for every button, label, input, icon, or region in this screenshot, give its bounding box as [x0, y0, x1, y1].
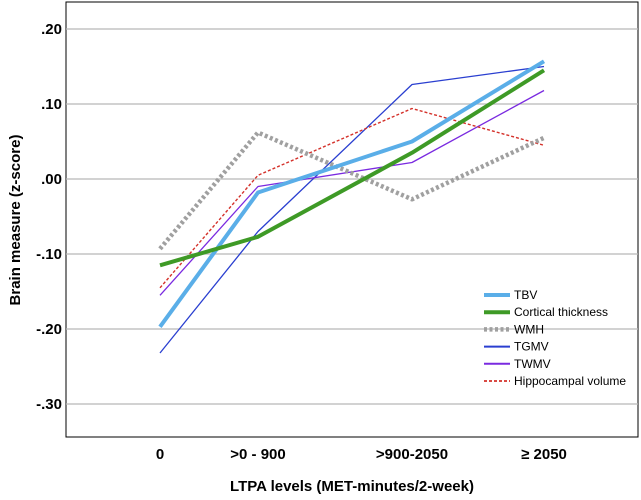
y-tick-label: -.10 [36, 246, 62, 263]
x-tick-labels: 0 >0 - 900 >900-2050 ≥ 2050 [156, 446, 567, 463]
x-tick-label: >900-2050 [376, 446, 448, 463]
legend-label: Hippocampal volume [514, 374, 626, 388]
legend-label: WMH [514, 322, 544, 336]
legend-label: TBV [514, 288, 537, 302]
plot-area [65, 1, 639, 438]
legend-label: TGMV [514, 340, 549, 354]
x-axis-title: LTPA levels (MET-minutes/2-week) [230, 478, 474, 495]
y-tick-label: .20 [41, 21, 62, 38]
y-tick-labels: .20 .10 .00 -.10 -.20 -.30 [36, 21, 62, 413]
legend-label: TWMV [514, 357, 551, 371]
series-lines [158, 59, 546, 354]
x-tick-label: 0 [156, 446, 164, 463]
y-tick-label: -.20 [36, 321, 62, 338]
series-line-tbv [158, 59, 546, 328]
y-tick-label: .10 [41, 96, 62, 113]
x-tick-label: ≥ 2050 [521, 446, 567, 463]
y-axis-title: Brain measure (z-score) [7, 135, 24, 306]
y-tick-label: -.30 [36, 396, 62, 413]
series-line-tgmv [159, 65, 545, 354]
y-tick-label: .00 [41, 171, 62, 188]
series-line-cortical-thickness [159, 68, 546, 268]
legend-label: Cortical thickness [514, 305, 608, 319]
legend: TBV Cortical thickness WMH TGMV TWMV Hippocam… [484, 288, 626, 388]
series-line-wmh [158, 130, 545, 251]
gridlines [66, 28, 638, 405]
x-tick-label: >0 - 900 [230, 446, 285, 463]
series-line-hippocampal-volume [159, 107, 545, 289]
